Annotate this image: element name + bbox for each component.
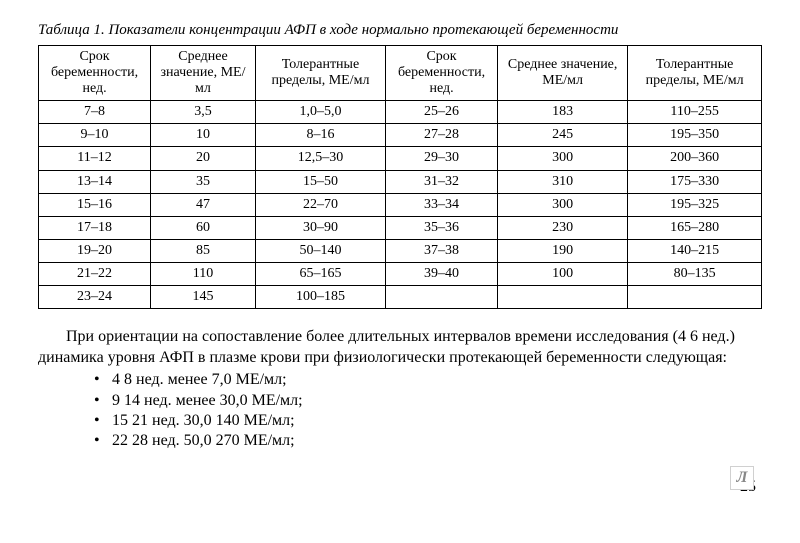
table-cell: 110–255	[628, 101, 762, 124]
table-cell: 190	[498, 239, 628, 262]
body-paragraph: При ориентации на сопоставление более дл…	[38, 327, 762, 368]
table-cell: 195–350	[628, 124, 762, 147]
table-cell: 13–14	[39, 170, 151, 193]
table-cell: 245	[498, 124, 628, 147]
table-cell: 300	[498, 193, 628, 216]
table-cell: 145	[151, 286, 256, 309]
header-cell: Срок беременности, нед.	[39, 46, 151, 101]
table-cell: 140–215	[628, 239, 762, 262]
table-row: 11–122012,5–3029–30300200–360	[39, 147, 762, 170]
afp-table: Срок беременности, нед. Среднее значение…	[38, 45, 762, 309]
table-cell: 27–28	[386, 124, 498, 147]
table-cell: 300	[498, 147, 628, 170]
table-row: 15–164722–7033–34300195–325	[39, 193, 762, 216]
table-cell: 25–26	[386, 101, 498, 124]
table-cell: 100	[498, 262, 628, 285]
table-cell: 20	[151, 147, 256, 170]
header-cell: Срок беременности, нед.	[386, 46, 498, 101]
table-cell: 15–50	[255, 170, 385, 193]
watermark-icon: Л	[730, 466, 754, 490]
table-cell	[386, 286, 498, 309]
table-cell: 9–10	[39, 124, 151, 147]
table-header-row: Срок беременности, нед. Среднее значение…	[39, 46, 762, 101]
table-cell: 37–38	[386, 239, 498, 262]
page-number: 25	[38, 478, 762, 496]
table-cell: 110	[151, 262, 256, 285]
table-cell: 47	[151, 193, 256, 216]
table-body: 7–83,51,0–5,025–26183110–2559–10108–1627…	[39, 101, 762, 309]
list-item: 22 28 нед. 50,0 270 МЕ/мл;	[38, 431, 762, 451]
table-cell: 35–36	[386, 216, 498, 239]
table-cell: 85	[151, 239, 256, 262]
table-cell: 3,5	[151, 101, 256, 124]
table-cell: 10	[151, 124, 256, 147]
table-cell: 195–325	[628, 193, 762, 216]
table-cell: 15–16	[39, 193, 151, 216]
header-cell: Толерантные пределы, МЕ/мл	[628, 46, 762, 101]
table-cell: 230	[498, 216, 628, 239]
table-cell: 12,5–30	[255, 147, 385, 170]
table-cell: 80–135	[628, 262, 762, 285]
table-cell: 19–20	[39, 239, 151, 262]
table-cell: 23–24	[39, 286, 151, 309]
table-row: 17–186030–9035–36230165–280	[39, 216, 762, 239]
table-cell: 35	[151, 170, 256, 193]
table-cell: 60	[151, 216, 256, 239]
table-row: 13–143515–5031–32310175–330	[39, 170, 762, 193]
table-cell	[628, 286, 762, 309]
table-cell: 11–12	[39, 147, 151, 170]
table-cell: 29–30	[386, 147, 498, 170]
table-cell: 165–280	[628, 216, 762, 239]
table-row: 7–83,51,0–5,025–26183110–255	[39, 101, 762, 124]
list-item: 15 21 нед. 30,0 140 МЕ/мл;	[38, 411, 762, 431]
table-cell: 183	[498, 101, 628, 124]
bullet-list: 4 8 нед. менее 7,0 МЕ/мл;9 14 нед. менее…	[38, 370, 762, 452]
table-cell: 310	[498, 170, 628, 193]
table-cell: 65–165	[255, 262, 385, 285]
table-cell: 39–40	[386, 262, 498, 285]
table-cell: 175–330	[628, 170, 762, 193]
table-cell: 7–8	[39, 101, 151, 124]
header-cell: Среднее значение, МЕ/мл	[151, 46, 256, 101]
table-cell: 1,0–5,0	[255, 101, 385, 124]
table-cell: 22–70	[255, 193, 385, 216]
table-caption: Таблица 1. Показатели концентрации АФП в…	[38, 22, 762, 39]
header-cell: Среднее значение, МЕ/мл	[498, 46, 628, 101]
table-row: 9–10108–1627–28245195–350	[39, 124, 762, 147]
table-cell: 30–90	[255, 216, 385, 239]
table-cell: 21–22	[39, 262, 151, 285]
table-row: 19–208550–14037–38190140–215	[39, 239, 762, 262]
list-item: 4 8 нед. менее 7,0 МЕ/мл;	[38, 370, 762, 390]
table-row: 23–24145100–185	[39, 286, 762, 309]
list-item: 9 14 нед. менее 30,0 МЕ/мл;	[38, 391, 762, 411]
header-cell: Толерантные пределы, МЕ/мл	[255, 46, 385, 101]
table-cell: 8–16	[255, 124, 385, 147]
table-cell	[498, 286, 628, 309]
table-cell: 100–185	[255, 286, 385, 309]
table-cell: 50–140	[255, 239, 385, 262]
table-cell: 33–34	[386, 193, 498, 216]
table-cell: 31–32	[386, 170, 498, 193]
table-cell: 17–18	[39, 216, 151, 239]
table-cell: 200–360	[628, 147, 762, 170]
table-row: 21–2211065–16539–4010080–135	[39, 262, 762, 285]
